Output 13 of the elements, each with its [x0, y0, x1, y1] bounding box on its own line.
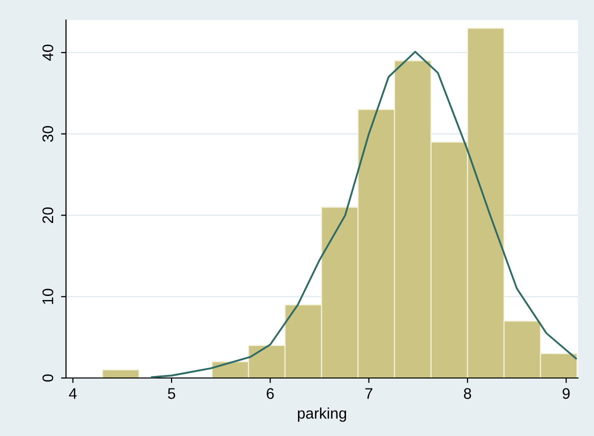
x-axis-title: parking — [298, 408, 346, 422]
y-tick-label: 30 — [42, 126, 54, 142]
y-tick-label: 10 — [42, 288, 54, 304]
x-tick-label: 6 — [266, 388, 274, 399]
line-series — [150, 50, 577, 378]
x-tick-label: 7 — [365, 388, 372, 399]
y-tick-label: 40 — [42, 44, 54, 61]
x-tick-label: 8 — [464, 388, 472, 399]
x-tick-label: 5 — [168, 388, 176, 399]
y-tick-label: 20 — [42, 207, 54, 223]
x-tick-label: 4 — [69, 388, 77, 399]
y-tick-label: 0 — [42, 374, 54, 382]
x-tick-label: 9 — [562, 388, 570, 399]
